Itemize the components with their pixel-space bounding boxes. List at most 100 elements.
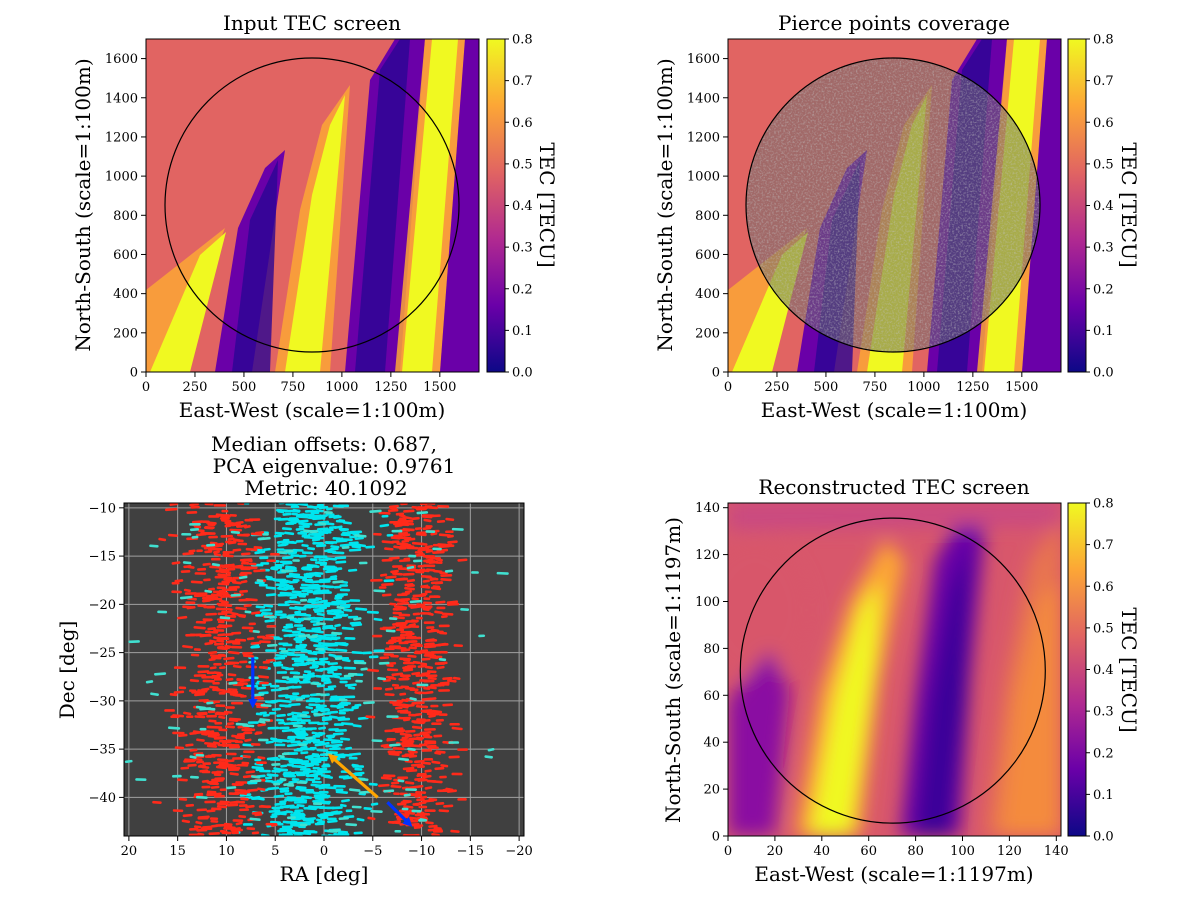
offset-vector — [295, 619, 302, 620]
offset-vector — [405, 795, 410, 796]
offset-vector — [348, 532, 352, 533]
offset-vector — [436, 612, 442, 613]
offset-vector — [286, 831, 294, 832]
offset-vector — [317, 820, 321, 821]
offset-vector — [343, 628, 353, 629]
offset-vector — [181, 597, 191, 598]
offset-vector — [278, 715, 285, 716]
offset-vector — [398, 711, 407, 712]
offset-vector — [276, 533, 283, 534]
offset-vector — [433, 552, 443, 553]
y-tick-label: 1400 — [105, 91, 138, 106]
offset-vector — [353, 652, 361, 653]
colorbar-ticks: 0.00.10.20.30.40.50.60.70.8 — [505, 33, 533, 381]
y-tick-label: 800 — [113, 209, 138, 224]
offset-vector — [330, 655, 335, 656]
offset-vector — [251, 819, 260, 820]
offset-vector — [302, 696, 308, 697]
offset-vector — [252, 612, 259, 613]
offset-vector — [310, 566, 318, 567]
x-tick-label: 120 — [997, 844, 1022, 859]
offset-vector — [426, 667, 432, 668]
offset-vector — [459, 560, 466, 561]
offset-vector — [224, 556, 233, 557]
offset-vector — [237, 522, 243, 523]
x-tick-label: 60 — [860, 844, 877, 859]
x-tick-label: 250 — [765, 380, 790, 395]
offset-vector — [418, 775, 422, 776]
offset-vector — [341, 545, 348, 546]
offset-vector — [255, 547, 261, 548]
y-tick-label: 1000 — [105, 170, 138, 185]
offset-vector — [403, 745, 413, 746]
offset-vector — [271, 739, 276, 740]
x-tick-label: 10 — [218, 844, 235, 859]
offset-vector — [299, 504, 307, 505]
offset-vector — [285, 784, 293, 785]
x-tick-label: −10 — [408, 844, 435, 859]
offset-vector — [208, 793, 215, 794]
offset-vector — [201, 635, 210, 636]
x-tick-label: 0 — [320, 844, 328, 859]
panel-title: Input TEC screen — [223, 11, 401, 35]
offset-vector — [281, 701, 291, 702]
offset-vector — [233, 582, 240, 583]
offset-vector — [334, 517, 340, 518]
offset-vector — [258, 798, 263, 799]
offset-vector — [261, 719, 269, 720]
offset-vector — [308, 507, 315, 508]
offset-vector — [413, 518, 419, 519]
offset-vector — [322, 601, 327, 602]
y-axis-label: North-South (scale=1:1197m) — [661, 517, 685, 823]
offset-vector — [323, 743, 328, 744]
offset-vector — [312, 683, 320, 684]
offset-vector — [191, 504, 198, 505]
offset-vector — [338, 607, 343, 608]
offset-vector — [449, 542, 457, 543]
offset-vector — [334, 617, 340, 618]
offset-vector — [404, 768, 413, 769]
colorbar-label: TEC [TECU] — [1117, 607, 1141, 732]
offset-vector — [197, 740, 203, 741]
offset-vector — [258, 789, 264, 790]
offset-vector — [405, 705, 414, 706]
offset-vector — [229, 539, 234, 540]
colorbar-tick-label: 0.0 — [1093, 830, 1114, 845]
offset-vector — [229, 580, 235, 581]
offset-vector — [339, 719, 349, 720]
offset-vector — [399, 781, 403, 782]
offset-vector — [276, 804, 285, 805]
offset-vector — [236, 736, 244, 737]
x-tick-label: 750 — [280, 380, 305, 395]
offset-vector — [302, 569, 311, 570]
offset-vector — [218, 759, 227, 760]
offset-vector — [235, 784, 243, 785]
offset-vector — [422, 673, 429, 674]
offset-vector — [256, 814, 262, 815]
x-tick-label: 500 — [814, 380, 839, 395]
offset-vector — [217, 515, 222, 516]
offset-vector — [418, 605, 424, 606]
colorbar-ticks: 0.00.10.20.30.40.50.60.70.8 — [1086, 33, 1114, 381]
offset-vector — [414, 735, 419, 736]
x-tick-label: 20 — [767, 844, 784, 859]
offset-vector — [259, 721, 264, 722]
offset-vector — [297, 529, 303, 530]
offset-vector — [297, 514, 303, 515]
y-tick-label: −15 — [89, 550, 116, 565]
offset-vector — [313, 534, 323, 535]
y-tick-label: 1200 — [105, 130, 138, 145]
offset-vector — [350, 790, 359, 791]
offset-vector — [317, 510, 323, 511]
offset-vector — [203, 767, 208, 768]
offset-vector — [314, 774, 321, 775]
offset-vector — [440, 810, 448, 811]
offset-vector — [433, 834, 439, 835]
y-tick-label: 400 — [695, 287, 720, 302]
offset-vector — [234, 540, 239, 541]
y-tick-label: 200 — [695, 326, 720, 341]
offset-vector — [452, 831, 459, 832]
offset-vector — [413, 507, 420, 508]
